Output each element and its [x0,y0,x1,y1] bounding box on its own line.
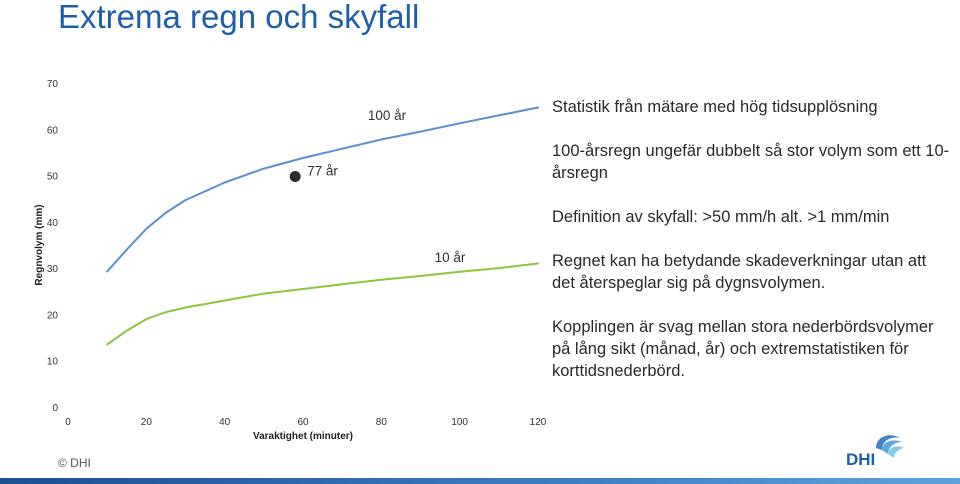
y-tick-label: 10 [47,357,59,368]
page-title: Extrema regn och skyfall [58,0,420,35]
x-tick-label: 120 [530,417,547,428]
x-tick-label: 60 [297,417,309,428]
x-tick-label: 20 [141,417,153,428]
rain-volume-chart: 0 10 20 30 40 50 60 70 0 20 40 60 80 100 120 Varaktighe… [34,79,547,442]
bullet-4: Regnet kan ha betydande skadeverkningar … [552,252,927,292]
bullet-list: Statistik från mätare med hög tidsupplös… [552,96,952,382]
y-tick-label: 70 [47,79,59,90]
y-tick-label: 0 [52,403,58,414]
y-tick-label: 30 [47,264,59,275]
bullet-3: Definition av skyfall: >50 mm/h alt. >1 … [552,208,890,226]
y-tick-label: 20 [47,310,59,321]
x-axis-label: Varaktighet (minuter) [253,431,353,442]
x-tick-label: 80 [376,417,388,428]
y-tick-label: 60 [47,125,59,136]
dhi-logo: DHI [846,435,904,468]
y-tick-label: 40 [47,218,59,229]
series-label-1: 100 år [368,108,407,123]
series-line-1 [106,106,539,273]
y-axis-label: Regnvolym (mm) [34,204,45,285]
x-tick-label: 100 [451,417,468,428]
bullet-1: Statistik från mätare med hög tidsupplös… [552,98,878,116]
point-marker [289,170,301,182]
bullet-2: 100-årsregn ungefär dubbelt så stor voly… [552,142,950,182]
dhi-logo-text: DHI [846,450,875,468]
x-tick-label: 40 [219,417,231,428]
y-tick-label: 50 [47,172,59,183]
x-tick-label: 0 [65,417,71,428]
series-label-2: 10 år [435,250,466,265]
series-line-2 [106,262,539,346]
point-label: 77 år [307,163,338,178]
copyright-text: © DHI [58,456,91,470]
bullet-5: Kopplingen är svag mellan stora nederbör… [552,318,934,380]
footer-bar [0,478,960,484]
